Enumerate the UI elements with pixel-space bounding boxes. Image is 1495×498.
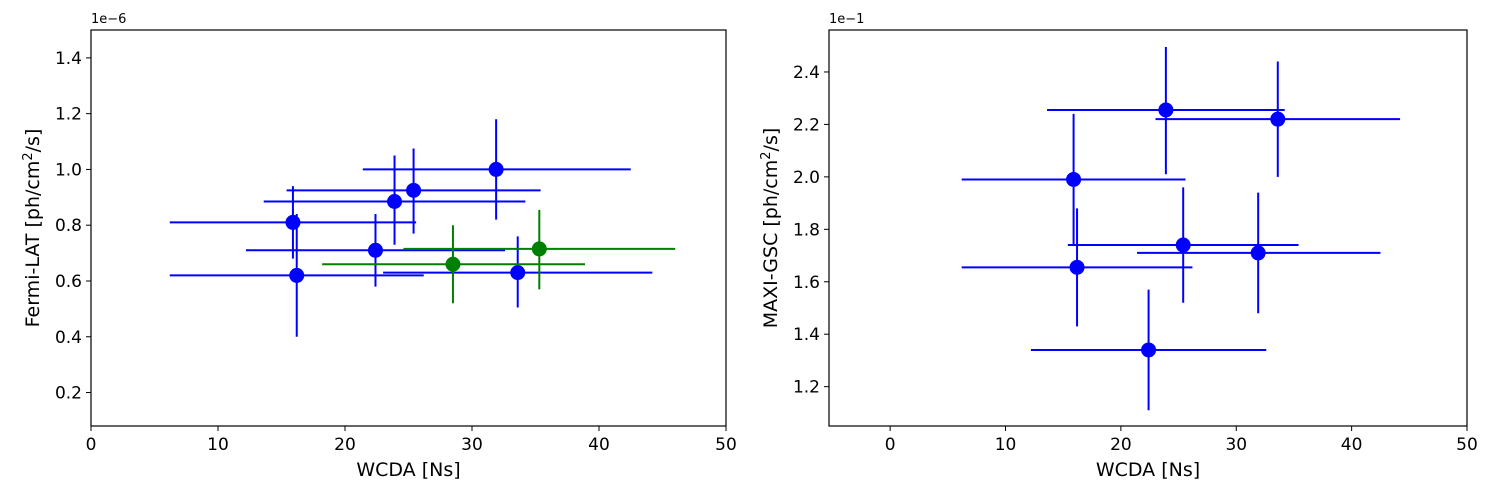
fermi-lat-x-axis-label: WCDA [Ns] — [356, 459, 460, 481]
maxi-gsc-x-tick-label: 10 — [995, 435, 1017, 455]
fermi-lat-y-tick-label: 0.6 — [55, 272, 82, 292]
fermi-lat-panel: 0 10 20 30 40 50 0.2 0.4 0.6 0.8 1.0 1.2 1.4 1e−6 WC… — [21, 12, 737, 481]
maxi-gsc-x-tick-label: 0 — [885, 435, 896, 455]
maxi-gsc-ticks: 0 10 20 30 40 50 1.2 1.4 1.6 1.8 2.0 2.2 2.4 — [793, 63, 1478, 455]
fermi-lat-y-label-superscript: 2 — [21, 152, 36, 160]
fermi-lat-data-point — [488, 161, 504, 177]
maxi-gsc-data-point — [1069, 259, 1085, 275]
fermi-lat-y-tick-label: 1.0 — [55, 160, 82, 180]
fermi-lat-data-point — [510, 265, 526, 281]
maxi-gsc-y-label-main: MAXI-GSC [ph/cm — [760, 160, 782, 329]
maxi-gsc-y-tick-label: 2.4 — [793, 63, 820, 83]
maxi-gsc-data-marks — [961, 47, 1401, 411]
maxi-gsc-x-tick-label: 50 — [1456, 435, 1478, 455]
maxi-gsc-y-tick-label: 1.8 — [793, 220, 820, 240]
maxi-gsc-data-point — [1250, 245, 1266, 261]
fermi-lat-data-point — [289, 267, 305, 283]
fermi-lat-data-point — [367, 242, 383, 258]
maxi-gsc-y-tick-label: 2.0 — [793, 168, 820, 188]
fermi-lat-data-point — [531, 241, 547, 257]
fermi-lat-ticks: 0 10 20 30 40 50 0.2 0.4 0.6 0.8 1.0 1.2 1.4 — [55, 49, 737, 455]
fermi-lat-y-tick-label: 1.2 — [55, 105, 82, 125]
fermi-lat-exponent-label: 1e−6 — [91, 12, 126, 27]
fermi-lat-data-point — [445, 256, 461, 272]
fermi-lat-y-tick-label: 0.2 — [55, 384, 82, 404]
maxi-gsc-y-tick-label: 1.6 — [793, 273, 820, 293]
maxi-gsc-y-label-superscript: 2 — [759, 151, 774, 159]
maxi-gsc-x-tick-label: 30 — [1225, 435, 1247, 455]
fermi-lat-y-tick-label: 0.8 — [55, 216, 82, 236]
maxi-gsc-data-point — [1175, 237, 1191, 253]
fermi-lat-y-tick-label: 1.4 — [55, 49, 82, 69]
fermi-lat-y-label-tail: /s] — [22, 129, 44, 153]
fermi-lat-data-marks — [169, 119, 676, 337]
maxi-gsc-data-point — [1158, 102, 1174, 118]
fermi-lat-x-tick-label: 20 — [334, 435, 356, 455]
maxi-gsc-y-tick-label: 1.2 — [793, 378, 820, 398]
maxi-gsc-y-axis-label: MAXI-GSC [ph/cm2/s] — [759, 128, 782, 329]
maxi-gsc-data-point — [1066, 171, 1082, 187]
fermi-lat-data-point — [387, 194, 403, 210]
fermi-lat-x-tick-label: 30 — [461, 435, 483, 455]
fermi-lat-data-point — [285, 214, 301, 230]
fermi-lat-data-point — [406, 182, 422, 198]
maxi-gsc-y-tick-label: 2.2 — [793, 115, 820, 135]
maxi-gsc-x-tick-label: 20 — [1110, 435, 1132, 455]
maxi-gsc-plot-frame — [828, 29, 1468, 427]
fermi-lat-plot-frame — [90, 29, 727, 427]
fermi-lat-x-tick-label: 0 — [86, 435, 97, 455]
maxi-gsc-exponent-label: 1e−1 — [829, 12, 864, 27]
fermi-lat-y-label-main: Fermi-LAT [ph/cm — [22, 161, 44, 328]
fermi-lat-x-tick-label: 40 — [588, 435, 610, 455]
fermi-lat-x-tick-label: 10 — [207, 435, 229, 455]
maxi-gsc-data-point — [1270, 111, 1286, 127]
maxi-gsc-y-tick-label: 1.4 — [793, 325, 820, 345]
fermi-lat-y-tick-label: 0.4 — [55, 328, 82, 348]
maxi-gsc-x-tick-label: 40 — [1341, 435, 1363, 455]
maxi-gsc-y-label-tail: /s] — [760, 128, 782, 152]
fermi-lat-y-axis-label: Fermi-LAT [ph/cm2/s] — [21, 129, 44, 328]
fermi-lat-x-tick-label: 50 — [715, 435, 737, 455]
maxi-gsc-x-axis-label: WCDA [Ns] — [1096, 459, 1200, 481]
maxi-gsc-data-point — [1141, 342, 1157, 358]
maxi-gsc-panel: 0 10 20 30 40 50 1.2 1.4 1.6 1.8 2.0 2.2 2.4 1e−1 WC… — [759, 12, 1478, 481]
